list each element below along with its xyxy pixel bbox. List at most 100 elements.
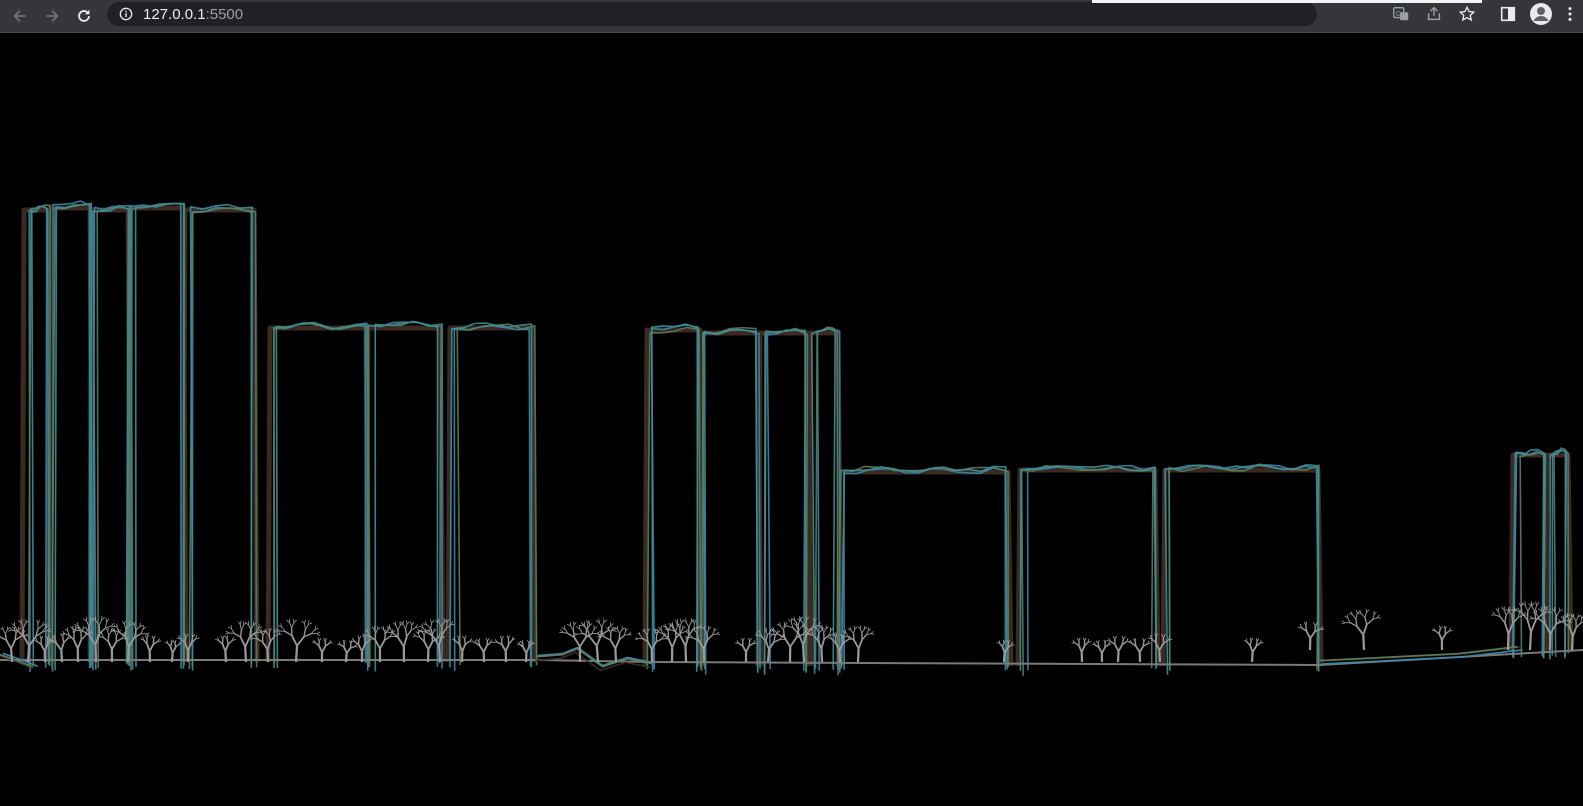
tree-branch <box>511 637 516 641</box>
reload-button[interactable] <box>68 2 100 30</box>
tree-branch <box>428 628 431 632</box>
tree-branch <box>864 626 868 630</box>
tree-branch <box>1080 645 1086 653</box>
tree-branch <box>222 635 225 640</box>
tree-branch <box>600 630 608 636</box>
tree-branch <box>425 631 434 637</box>
tree-branch <box>768 641 775 650</box>
tree-branch <box>1356 625 1365 636</box>
tree-branch <box>1524 605 1529 612</box>
tree-branch <box>614 639 621 649</box>
tree-branch <box>496 641 503 646</box>
tree-branch <box>437 645 442 663</box>
tree-branch <box>357 639 360 645</box>
translate-button[interactable]: G <box>1384 0 1417 28</box>
forward-button[interactable] <box>36 2 68 30</box>
tree-branch <box>818 624 823 627</box>
tree-branch <box>655 629 659 633</box>
tree-branch <box>1492 611 1496 616</box>
tree-branch <box>169 642 173 648</box>
tree-branch <box>769 629 773 633</box>
tree-branch <box>231 638 236 642</box>
tree-branch <box>107 627 109 632</box>
back-button[interactable] <box>4 2 36 30</box>
tree-branch <box>1072 639 1076 644</box>
sketch-canvas[interactable] <box>0 34 1583 806</box>
tree-branch <box>759 632 763 637</box>
tree-branch <box>25 635 29 637</box>
bookmark-button[interactable] <box>1450 0 1483 28</box>
tree-branch <box>474 639 477 644</box>
tree-branch <box>22 635 30 647</box>
tree-branch <box>838 650 842 663</box>
tree-branch <box>1163 639 1169 644</box>
tree-branch <box>586 629 591 638</box>
tree-branch <box>357 644 363 652</box>
tree-branch <box>1564 622 1571 629</box>
tree-branch <box>41 621 45 626</box>
tree-branch <box>1348 612 1353 616</box>
building-sketch-stroke <box>766 329 807 673</box>
browser-menu-button[interactable] <box>1557 0 1583 28</box>
tree-branch <box>780 625 784 631</box>
ground-sketch-stroke <box>537 646 653 667</box>
share-button[interactable] <box>1417 0 1450 28</box>
tree-branch <box>655 638 663 643</box>
tree-branch <box>35 637 38 642</box>
side-panel-button[interactable] <box>1491 0 1524 28</box>
tree-branch <box>681 619 685 623</box>
tree-branch <box>820 639 825 649</box>
tree-branch <box>1341 620 1346 624</box>
profile-button[interactable] <box>1524 0 1557 28</box>
tree-branch <box>560 629 564 633</box>
tree-branch <box>1516 610 1523 614</box>
tree-branch <box>469 638 473 642</box>
tree-branch <box>116 631 119 636</box>
tree <box>654 623 689 663</box>
tree-branch <box>374 639 381 649</box>
tree-branch <box>748 637 751 642</box>
tree-branch <box>485 637 488 642</box>
tree-branch <box>361 643 366 652</box>
tree-branch <box>1538 618 1546 625</box>
tree-branch <box>464 635 467 640</box>
tree-branch <box>1104 640 1107 644</box>
tree-branch <box>36 619 39 624</box>
tree-branch <box>621 627 626 630</box>
tree-branch <box>685 628 689 632</box>
tree <box>1092 640 1112 663</box>
tree-branch <box>818 629 823 634</box>
tree-branch <box>779 622 781 627</box>
tree <box>559 621 601 663</box>
url-host: 127.0.0.1 <box>143 5 206 23</box>
tree-branch <box>291 622 295 628</box>
info-icon[interactable] <box>119 7 133 21</box>
tree <box>33 635 56 663</box>
tree-branch <box>115 638 122 643</box>
tree-branch <box>1544 623 1552 635</box>
tree-branch <box>217 636 220 641</box>
tree-branch <box>384 629 388 633</box>
tree <box>1128 637 1151 663</box>
tree-branch <box>618 634 625 641</box>
tree-branch <box>1003 640 1007 644</box>
tree-branch <box>476 638 480 642</box>
building-sketch-stroke <box>92 204 132 671</box>
tree-branch <box>1511 615 1514 624</box>
tree <box>110 620 150 663</box>
tree <box>47 633 72 663</box>
tree-branch <box>1366 619 1373 626</box>
tree-branch <box>859 628 863 634</box>
tree-branch <box>1557 621 1561 623</box>
tree-branch <box>1577 614 1582 618</box>
building-sketch-stroke <box>273 322 369 669</box>
tree-branch <box>410 621 413 626</box>
tree-branch <box>184 636 187 643</box>
tree-branch <box>286 619 290 623</box>
tree-branch <box>689 634 693 639</box>
tree-branch <box>1555 620 1564 625</box>
address-bar[interactable]: 127.0.0.1:5500 <box>107 2 1317 26</box>
tree-branch <box>1349 622 1358 627</box>
tree-branch <box>245 622 249 626</box>
tree-branch <box>787 625 794 629</box>
